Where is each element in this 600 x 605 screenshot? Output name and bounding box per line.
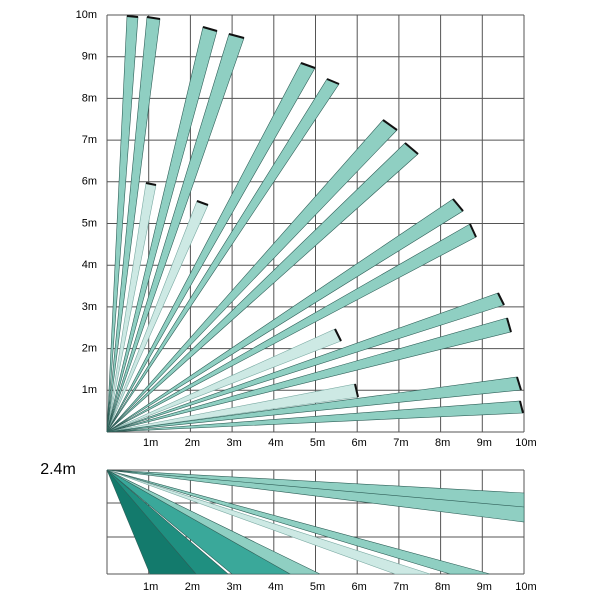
beam-tip [497,292,505,306]
y-label: 9m [82,51,97,63]
x-label: 4m [268,437,283,449]
side-beam [106,469,292,575]
y-label: 1m [82,384,97,396]
y-label: 4m [82,259,97,271]
beam-tip [404,142,419,155]
x-label: 5m [310,581,325,593]
height-label: 2.4m [40,461,76,478]
beam-tip [354,383,359,398]
beam-tip [326,78,340,85]
beam-tip [516,376,522,391]
beam-tip [334,328,342,342]
beam-tip [146,16,161,20]
beam-tip [519,400,524,414]
side-beam [106,469,491,575]
beam-tip [506,317,512,333]
x-label: 6m [352,581,367,593]
x-label: 2m [185,581,200,593]
x-label: 3m [226,581,241,593]
x-label: 8m [435,437,450,449]
x-label: 7m [393,581,408,593]
y-label: 7m [82,134,97,146]
x-label: 10m [515,581,536,593]
x-label: 10m [515,437,536,449]
y-label: 8m [82,92,97,104]
x-label: 1m [143,437,158,449]
x-label: 8m [435,581,450,593]
x-label: 1m [143,581,158,593]
side-beam [106,469,197,575]
y-label: 10m [76,9,97,21]
y-label: 5m [82,217,97,229]
side-beams [106,469,525,575]
beam-tip [452,198,464,212]
x-label: 2m [185,437,200,449]
beam-tip [202,26,218,32]
side-beam [106,469,525,523]
top-beams [106,15,524,433]
beam-tip [126,15,139,18]
x-label: 9m [477,581,492,593]
x-label: 7m [393,437,408,449]
beam-tip [228,33,245,39]
y-label: 3m [82,301,97,313]
beam-tip [300,62,316,69]
x-label: 4m [268,581,283,593]
y-label: 6m [82,176,97,188]
side-beam [106,469,431,575]
x-label: 3m [226,437,241,449]
x-label: 5m [310,437,325,449]
x-label: 9m [477,437,492,449]
beam-tip [382,119,398,131]
x-label: 6m [352,437,367,449]
beam-tip [145,182,157,186]
y-label: 2m [82,343,97,355]
beam-tip [196,200,209,206]
beam-tip [469,223,477,238]
